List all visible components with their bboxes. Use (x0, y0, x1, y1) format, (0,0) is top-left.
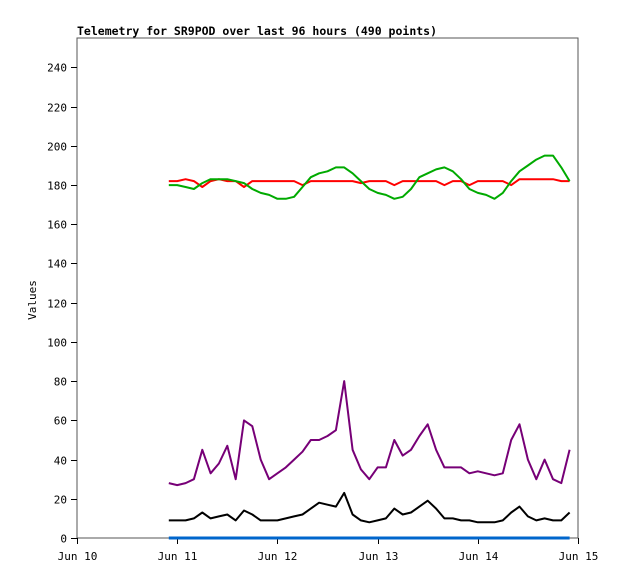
y-tick-label: 180 (47, 180, 67, 193)
y-tick-label: 160 (47, 219, 67, 232)
x-tick-label: Jun 13 (359, 550, 399, 563)
series-line-purple (168, 380, 571, 487)
plot-frame (76, 37, 579, 539)
y-tick-label: 20 (54, 494, 67, 507)
y-tick-label: 100 (47, 337, 67, 350)
y-tick-label: 60 (54, 415, 67, 428)
x-tick-label: Jun 12 (258, 550, 298, 563)
y-tick-label: 120 (47, 298, 67, 311)
y-tick-label: 140 (47, 258, 67, 271)
y-tick-label: 240 (47, 62, 67, 75)
x-tick-label: Jun 14 (459, 550, 499, 563)
y-axis: 0 20 40 60 80 100 120 140 160 180 200 220 240 (47, 62, 77, 546)
y-tick-label: 200 (47, 141, 67, 154)
series-line-black (168, 491, 571, 524)
x-tick-label: Jun 11 (158, 550, 198, 563)
series-lines (168, 154, 571, 540)
y-axis-label: Values (26, 280, 39, 320)
y-tick-label: 80 (54, 376, 67, 389)
y-tick-label: 0 (60, 533, 67, 546)
series-line-green (168, 154, 571, 200)
x-tick-label: Jun 10 (58, 550, 98, 563)
y-tick-label: 220 (47, 102, 67, 115)
y-tick-label: 40 (54, 455, 67, 468)
chart-title: Telemetry for SR9POD over last 96 hours … (77, 24, 437, 38)
x-tick-label: Jun 15 (559, 550, 599, 563)
x-axis: Jun 10 Jun 11 Jun 12 Jun 13 Jun 14 Jun 15 (58, 538, 599, 563)
